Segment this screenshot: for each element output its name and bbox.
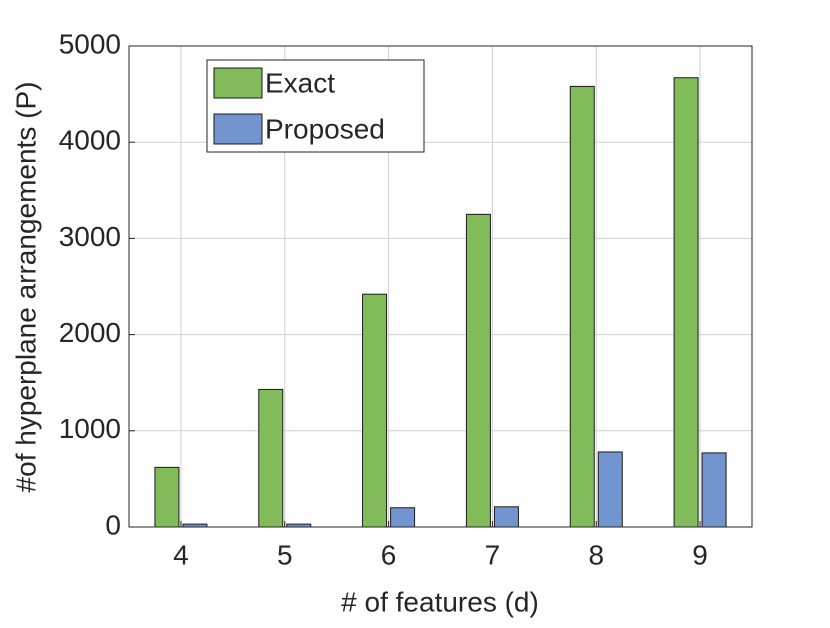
bar xyxy=(673,77,699,528)
y-tick-label: 1000 xyxy=(59,413,121,444)
y-axis-label: #of hyperplane arrangements (P) xyxy=(10,82,41,493)
bar xyxy=(569,85,595,528)
bar xyxy=(597,451,623,528)
bar xyxy=(390,507,416,528)
x-tick-label: 5 xyxy=(277,539,293,570)
y-tick-label: 3000 xyxy=(59,221,121,252)
x-tick-label: 6 xyxy=(381,539,397,570)
y-tick-label: 5000 xyxy=(59,28,121,59)
bar xyxy=(701,452,727,528)
legend-swatch xyxy=(213,67,263,99)
bar xyxy=(362,293,388,528)
x-tick-label: 7 xyxy=(485,539,501,570)
x-tick-label: 9 xyxy=(692,539,708,570)
y-tick-label: 4000 xyxy=(59,125,121,156)
bar xyxy=(154,466,180,528)
y-tick-label: 0 xyxy=(105,509,121,540)
bar xyxy=(465,213,491,528)
bar xyxy=(258,388,284,528)
x-axis-label: # of features (d) xyxy=(341,586,539,617)
plot-frame xyxy=(128,45,753,528)
x-tick-label: 8 xyxy=(588,539,604,570)
legend-swatch xyxy=(213,113,263,145)
x-tick-label: 4 xyxy=(173,539,189,570)
bar xyxy=(493,506,519,528)
legend-label: Exact xyxy=(265,67,335,98)
y-tick-label: 2000 xyxy=(59,317,121,348)
legend-label: Proposed xyxy=(265,113,385,144)
